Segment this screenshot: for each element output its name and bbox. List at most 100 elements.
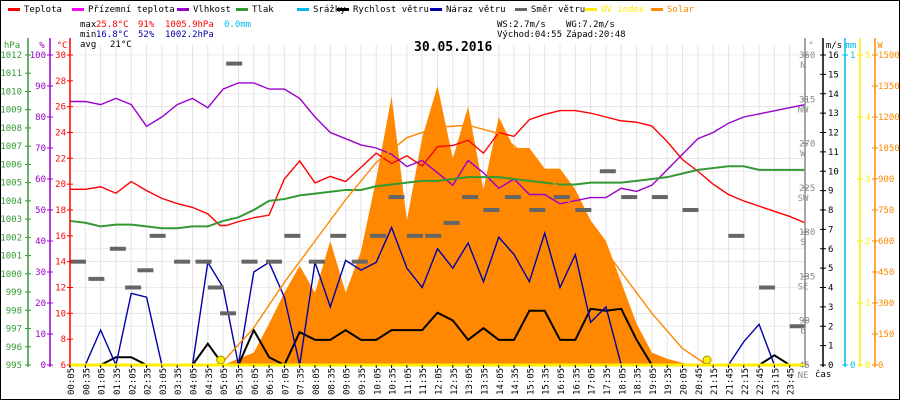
temperature-axis-tick-label: 26 xyxy=(55,103,66,113)
sun-marker xyxy=(216,355,226,365)
solar-axis-tick-label: 450 xyxy=(878,268,894,278)
humidity-axis-unit: % xyxy=(39,41,45,51)
x-tick-label: 09:05 xyxy=(343,368,353,395)
humidity-axis-tick-label: 60 xyxy=(35,175,46,185)
wind-dir-mark xyxy=(553,195,570,200)
uv-axis-tick-label: 5 xyxy=(865,51,870,61)
max-temp: 25.8°C xyxy=(96,20,129,30)
direction-axis-dir-label: SW xyxy=(798,194,809,204)
humidity-axis-tick-label: 30 xyxy=(35,268,46,278)
legend-label: Teplota xyxy=(24,5,62,15)
rain-total: 0.0mm xyxy=(224,20,251,30)
wind-dir-mark xyxy=(728,233,745,238)
x-tick-label: 14:35 xyxy=(511,368,521,395)
avg-label: avg xyxy=(80,40,96,50)
direction-axis-tick-label: 90 xyxy=(799,317,810,327)
wind-axis-tick-label: 7 xyxy=(828,225,833,235)
x-tick-label: 03:35 xyxy=(174,368,184,395)
wind-axis-tick-label: 13 xyxy=(828,109,839,119)
wind-axis-tick-label: 3 xyxy=(828,303,833,313)
legend-swatch xyxy=(72,8,84,11)
wind-dir-mark xyxy=(70,259,86,264)
pressure-axis-tick-label: 1011 xyxy=(0,69,22,79)
pressure-axis-tick-label: 1009 xyxy=(0,106,22,116)
pressure-axis-tick-label: 997 xyxy=(6,325,22,335)
direction-axis-tick-label: 225 xyxy=(799,184,815,194)
x-tick-label: 18:05 xyxy=(618,368,628,395)
stats-panel: max 25.8°C 91% 1005.9hPa 0.0mm min 16.8°… xyxy=(80,20,626,50)
temperature-axis-unit: °C xyxy=(57,41,68,51)
x-tick-label: 23:45 xyxy=(787,368,797,395)
x-tick-label: 07:35 xyxy=(297,368,307,395)
x-tick-label: 23:15 xyxy=(771,368,781,395)
sun-marker xyxy=(702,355,712,365)
max-label: max xyxy=(80,20,97,30)
pressure-axis-tick-label: 1010 xyxy=(0,87,22,97)
temperature-axis-tick-label: 8 xyxy=(61,335,66,345)
wind-dir-mark xyxy=(149,233,166,238)
wind-axis-tick-label: 14 xyxy=(828,90,839,100)
x-tick-label: 16:35 xyxy=(572,368,582,395)
direction-axis-unit: ° xyxy=(808,41,813,51)
x-tick-label: 10:05 xyxy=(373,368,383,395)
temperature-axis-tick-label: 28 xyxy=(55,77,66,87)
solar-axis-tick-label: 1500 xyxy=(878,51,900,61)
direction-axis-dir-label: SE xyxy=(798,282,809,292)
x-tick-label: 00:35 xyxy=(82,368,92,395)
wind-dir-mark xyxy=(284,233,301,238)
pressure-axis-tick-label: 996 xyxy=(6,343,22,353)
direction-axis-dir-label: NE xyxy=(798,371,809,381)
wind-dir-mark xyxy=(789,324,806,329)
x-axis-ticks: 00:05 00:35 01:05 01:35 02:05 02:35 03:05 03:35… xyxy=(67,365,797,395)
rain-axis-tick-label: 0 xyxy=(850,361,855,371)
wind-dir-mark xyxy=(207,285,224,290)
wind-axis-tick-label: 1 xyxy=(828,342,833,352)
temperature-axis-tick-label: 20 xyxy=(55,180,66,190)
wind-dir-mark xyxy=(370,233,387,238)
pressure-axis-tick-label: 998 xyxy=(6,306,22,316)
solar-axis-tick-label: 900 xyxy=(878,175,894,185)
temperature-axis-tick-label: 18 xyxy=(55,206,66,216)
wind-dir-mark xyxy=(682,208,699,212)
wind-dir-mark xyxy=(351,259,368,264)
temperature-axis-tick-label: 10 xyxy=(55,309,66,319)
x-tick-label: 04:05 xyxy=(190,368,200,395)
legend: Teplota Přízemní teplota Vlhkost Tlak Srážky… xyxy=(8,5,695,15)
uv-axis-tick-label: 2 xyxy=(865,237,870,247)
series-tlak xyxy=(69,165,805,230)
pressure-axis-tick-label: 1001 xyxy=(0,252,22,262)
humidity-axis-tick-label: 20 xyxy=(35,299,46,309)
solar-axis-tick-label: 750 xyxy=(878,206,894,216)
x-tick-label: 15:05 xyxy=(526,368,536,395)
x-tick-label: 21:45 xyxy=(725,368,735,395)
wind-axis-tick-label: 5 xyxy=(828,264,833,274)
x-tick-label: 05:05 xyxy=(220,368,230,395)
wind-dir-mark xyxy=(651,195,668,200)
x-tick-label: 12:35 xyxy=(450,368,460,395)
wind-axis-unit: m/s xyxy=(826,41,842,51)
pressure-axis-tick-label: 1007 xyxy=(0,142,22,152)
x-tick-label: 22:15 xyxy=(741,368,751,395)
x-tick-label: 07:05 xyxy=(281,368,291,395)
legend-swatch xyxy=(337,8,349,11)
wind-dir-mark xyxy=(137,268,154,273)
legend-label: Srážky xyxy=(313,5,346,15)
temperature-axis-tick-label: 12 xyxy=(55,284,66,294)
series-solar-max xyxy=(219,124,708,366)
humidity-axis-tick-label: 70 xyxy=(35,144,46,154)
solar-axis-tick-label: 1050 xyxy=(878,144,900,154)
solar-axis-tick-label: 1200 xyxy=(878,113,900,123)
min-press: 1002.2hPa xyxy=(165,30,214,40)
x-tick-label: 06:35 xyxy=(266,368,276,395)
x-tick-label: 08:05 xyxy=(312,368,322,395)
series-solar-area xyxy=(223,86,714,365)
x-tick-label: 01:35 xyxy=(113,368,123,395)
temperature-axis-tick-label: 22 xyxy=(55,154,66,164)
avg-temp: 21°C xyxy=(110,40,132,50)
direction-axis-dir-label: E xyxy=(800,327,805,337)
wind-dir-mark xyxy=(575,208,592,212)
x-tick-label: 00:05 xyxy=(67,368,77,395)
x-tick-label: 09:35 xyxy=(358,368,368,395)
wind-dir-mark xyxy=(599,169,616,174)
